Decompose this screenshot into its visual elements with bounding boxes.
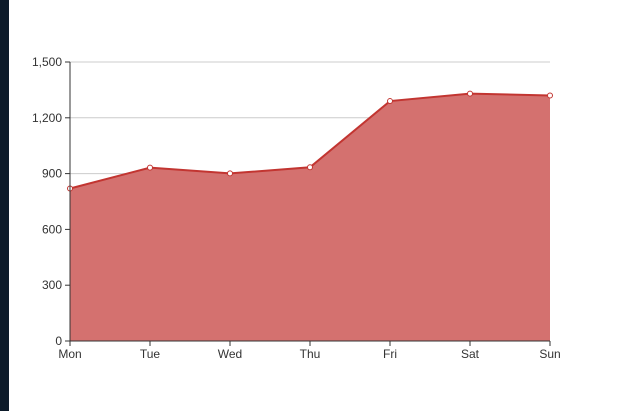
- y-tick-label: 1,500: [32, 55, 62, 69]
- x-tick-label: Mon: [58, 347, 81, 361]
- y-tick-label: 1,200: [32, 111, 62, 125]
- x-tick-label: Sun: [539, 347, 560, 361]
- x-tick-label: Thu: [300, 347, 321, 361]
- data-point-thu[interactable]: [307, 164, 313, 171]
- x-tick-label: Sat: [461, 347, 480, 361]
- y-tick-label: 900: [42, 167, 62, 181]
- x-tick-label: Wed: [218, 347, 242, 361]
- x-axis-labels: Mon Tue Wed Thu Fri Sat Sun: [58, 347, 560, 361]
- data-point-fri[interactable]: [387, 98, 393, 105]
- data-point-sun[interactable]: [547, 92, 553, 99]
- y-tick-label: 600: [42, 222, 62, 236]
- y-tick-label: 300: [42, 278, 62, 292]
- data-points: [67, 90, 553, 192]
- y-tick-label: 0: [55, 334, 62, 348]
- x-tick-label: Fri: [383, 347, 397, 361]
- data-point-sat[interactable]: [467, 90, 473, 97]
- x-tick-label: Tue: [140, 347, 161, 361]
- left-edge-strip: [0, 0, 9, 411]
- data-point-tue[interactable]: [147, 164, 153, 171]
- data-point-wed[interactable]: [227, 170, 233, 177]
- axes: [65, 61, 551, 346]
- series-area-fill: [70, 93, 550, 342]
- y-axis-labels: 0 300 600 900 1,200 1,500: [32, 55, 62, 348]
